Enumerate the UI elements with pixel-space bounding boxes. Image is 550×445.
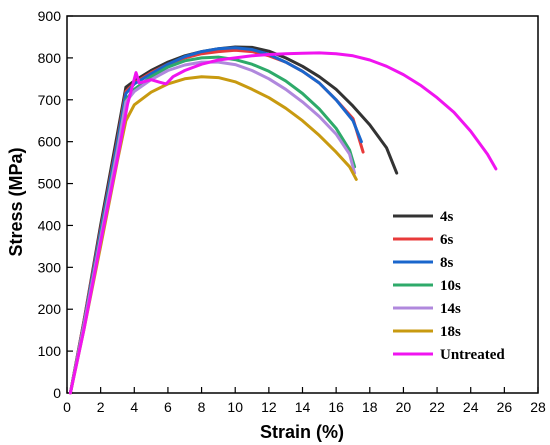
x-tick-label: 4 [130, 399, 138, 415]
legend-label: 18s [440, 324, 461, 340]
x-tick-label: 26 [497, 399, 513, 415]
x-tick-label: 28 [530, 399, 546, 415]
y-tick-label: 700 [38, 92, 62, 108]
y-axis-title: Stress (MPa) [6, 147, 26, 256]
y-tick-label: 200 [38, 301, 62, 317]
series-line-untreated [68, 51, 498, 395]
legend-label: 4s [440, 209, 454, 225]
series-line-4s [68, 45, 399, 395]
y-tick-label: 600 [38, 134, 62, 150]
series-line-14s [68, 60, 357, 395]
series-line-18s [68, 75, 358, 395]
y-tick-label: 0 [53, 385, 61, 401]
x-tick-label: 18 [362, 399, 378, 415]
legend: 4s 6s 8s 10s 14s 18s Untreated [393, 209, 505, 363]
x-tick-label: 0 [63, 399, 71, 415]
y-tick-label: 900 [38, 8, 62, 24]
x-tick-label: 8 [198, 399, 206, 415]
y-tick-label: 500 [38, 176, 62, 192]
y-tick-label: 800 [38, 50, 62, 66]
x-tick-label: 16 [328, 399, 344, 415]
x-tick-label: 2 [97, 399, 105, 415]
x-tick-label: 24 [463, 399, 479, 415]
x-tick-label: 12 [261, 399, 277, 415]
series-line-6s [68, 48, 365, 395]
legend-label: 6s [440, 232, 454, 248]
series-line-8s [68, 46, 363, 395]
x-tick-label: 14 [295, 399, 311, 415]
x-tick-label: 10 [227, 399, 243, 415]
x-tick-label: 20 [396, 399, 412, 415]
series-line-10s [68, 55, 357, 395]
y-tick-label: 300 [38, 259, 62, 275]
legend-label: 8s [440, 255, 454, 271]
legend-label: 10s [440, 278, 461, 294]
legend-label: Untreated [440, 347, 505, 363]
axes-layer: 0 2 4 6 8 10 12 14 16 18 20 22 24 26 28010020030040050… [38, 8, 546, 415]
x-tick-label: 6 [164, 399, 172, 415]
x-tick-label: 22 [429, 399, 445, 415]
series-layer [68, 45, 498, 395]
y-tick-label: 400 [38, 217, 62, 233]
x-axis-title: Strain (%) [260, 422, 344, 442]
legend-label: 14s [440, 301, 461, 317]
y-tick-label: 100 [38, 343, 62, 359]
